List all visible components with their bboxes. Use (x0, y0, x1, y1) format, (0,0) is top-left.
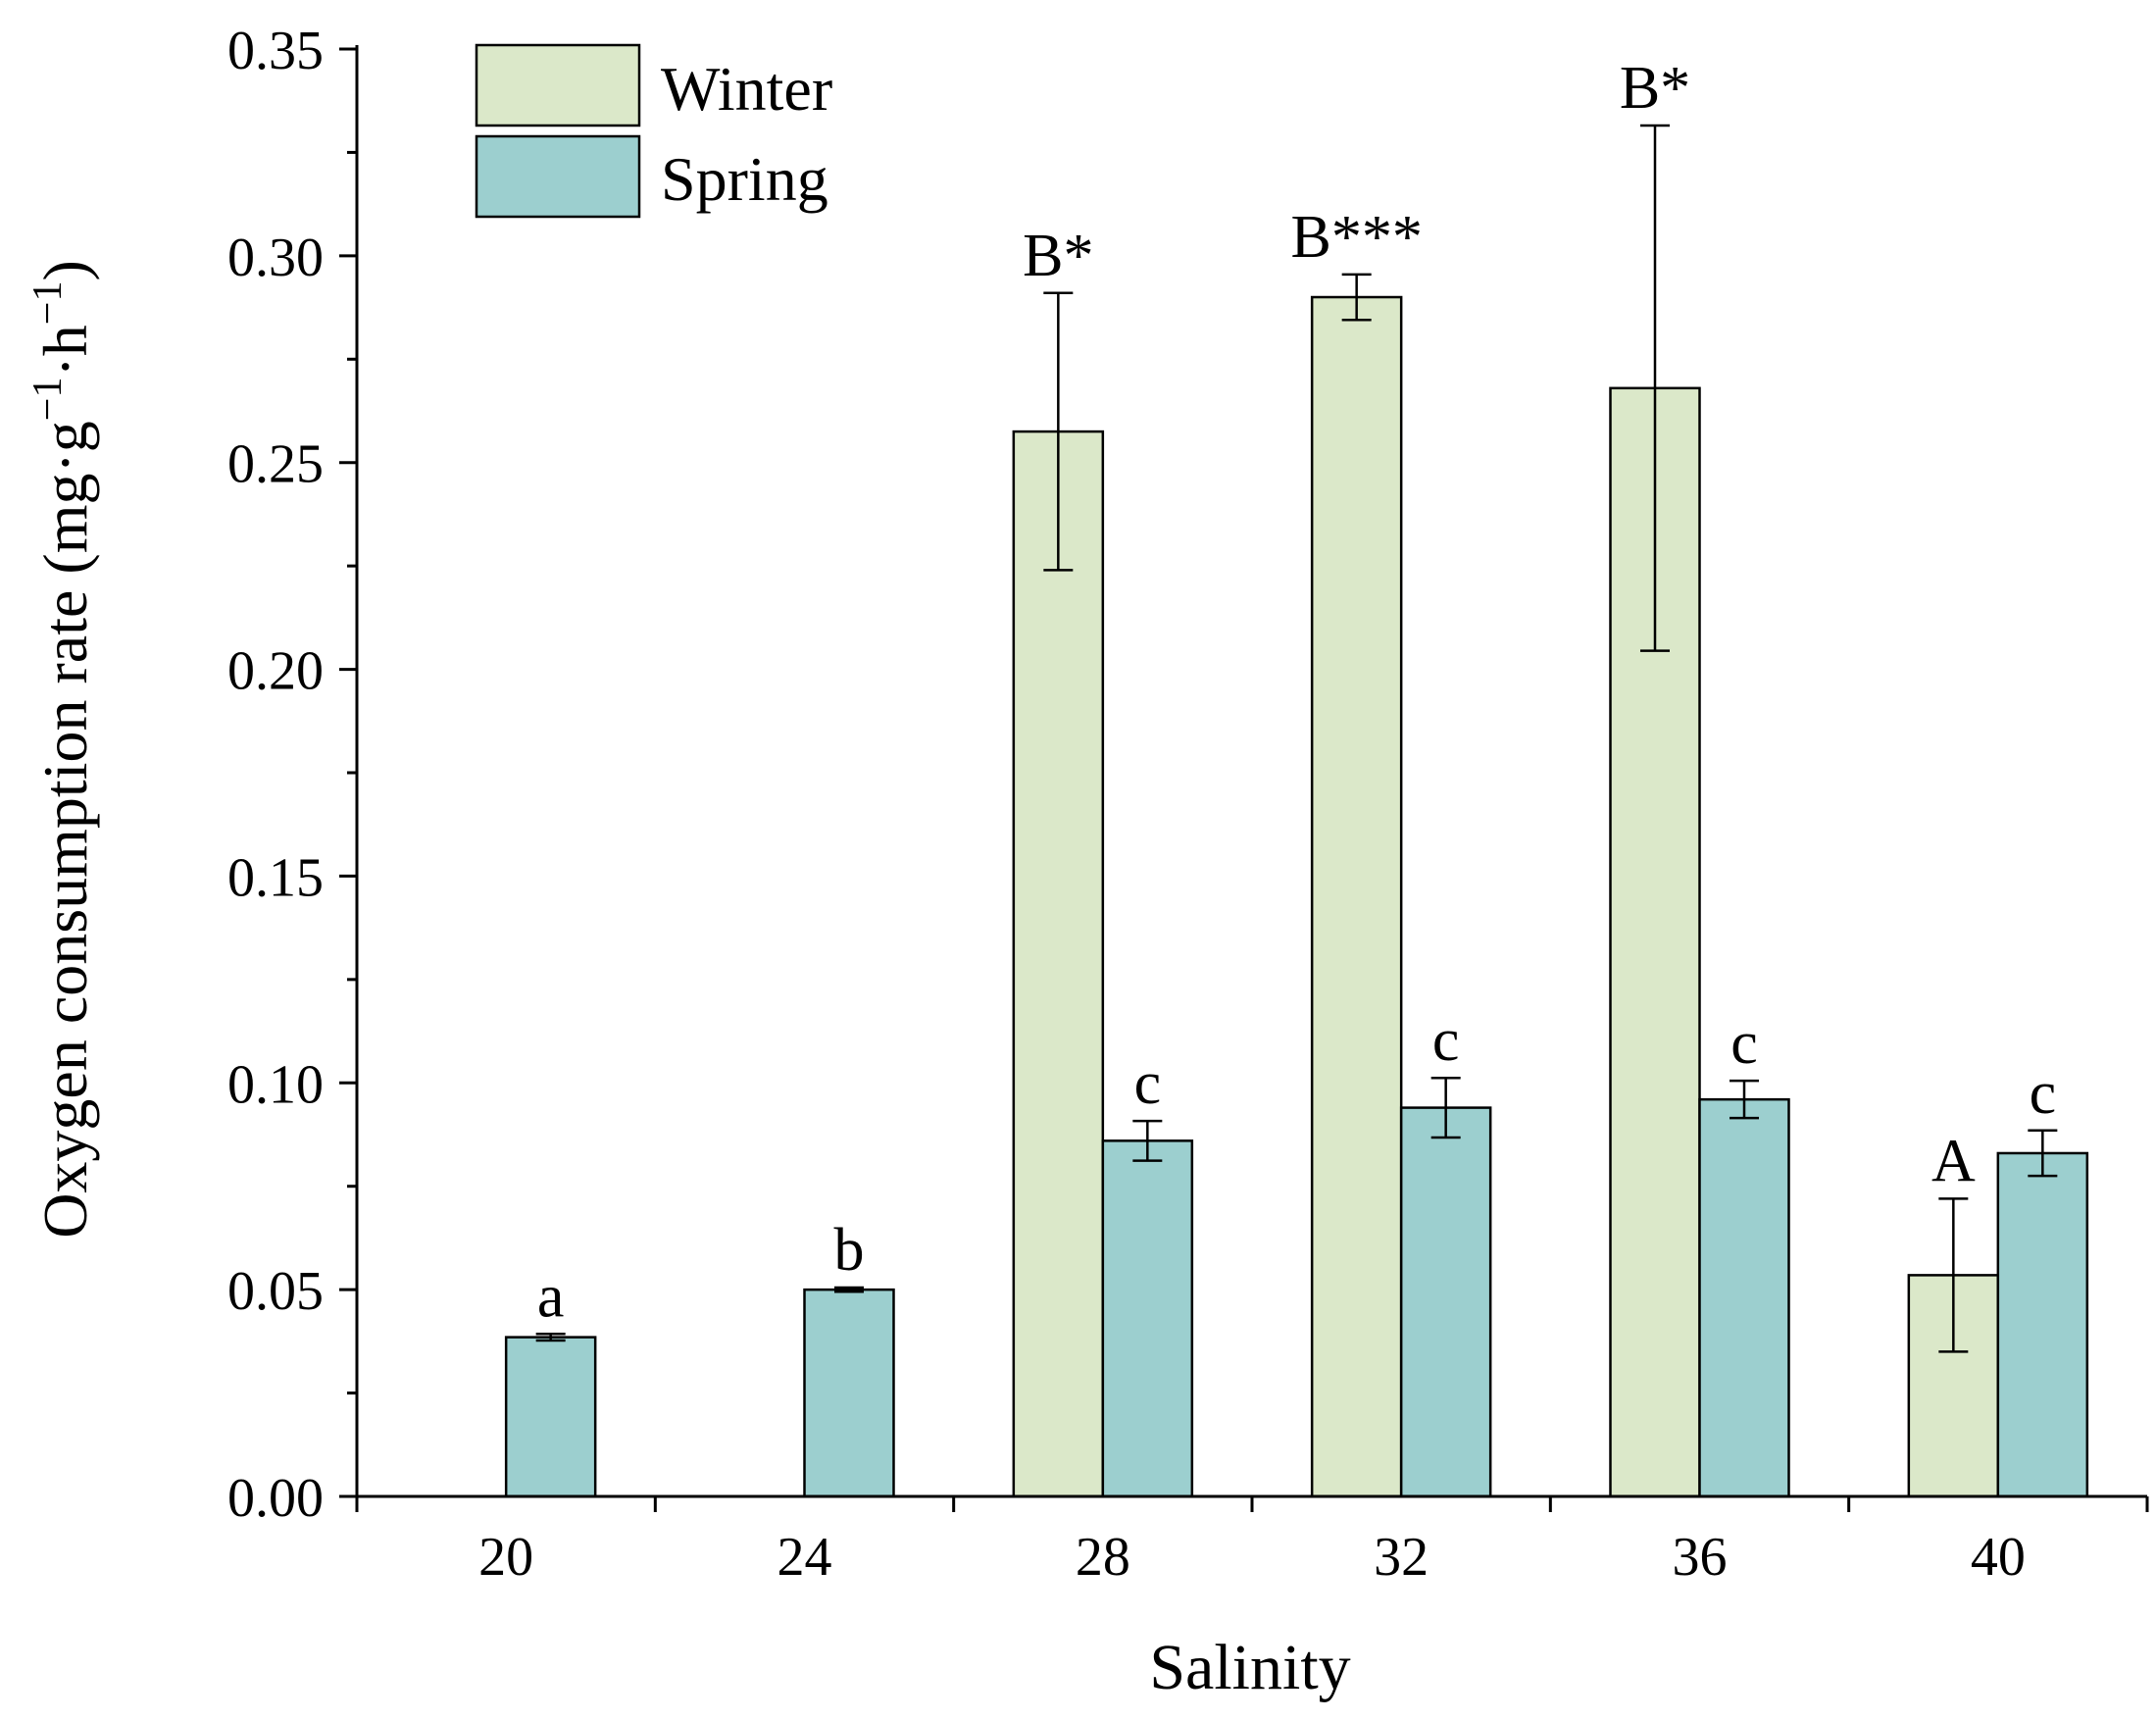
y-axis-title-end: ) (30, 260, 100, 280)
bar-spring-20 (504, 1336, 597, 1498)
data-label-winter-40: A (1931, 1128, 1976, 1194)
bar-spring-24 (803, 1288, 895, 1498)
data-label-winter-32: B*** (1290, 204, 1422, 271)
y-tick-label-0.00: 0.00 (227, 1468, 324, 1529)
x-tick-label-36: 36 (1673, 1527, 1728, 1588)
y-tick-label-0.25: 0.25 (227, 434, 324, 495)
bar-winter-32 (1310, 295, 1403, 1498)
bar-spring-28 (1101, 1139, 1194, 1498)
bar-spring-36 (1698, 1097, 1790, 1498)
y-tick-label-0.35: 0.35 (227, 21, 324, 81)
x-tick-label-32: 32 (1374, 1527, 1429, 1588)
y-axis-title-mid: ·h (30, 325, 100, 377)
legend-swatch-spring (475, 134, 641, 219)
data-label-winter-28: B* (1023, 223, 1093, 289)
legend: Winter Spring (475, 43, 832, 219)
y-tick-label-0.10: 0.10 (227, 1054, 324, 1115)
x-tick-label-28: 28 (1076, 1527, 1130, 1588)
data-label-spring-36: c (1730, 1010, 1758, 1077)
y-axis-title: Oxygen consumption rate (mg·g−1·h−1) (25, 260, 100, 1239)
x-tick-label-40: 40 (1971, 1527, 2026, 1588)
legend-label-winter: Winter (661, 54, 832, 124)
bar-spring-32 (1399, 1106, 1492, 1498)
data-label-spring-28: c (1134, 1050, 1162, 1117)
x-tick-label-24: 24 (777, 1527, 832, 1588)
data-label-spring-24: b (834, 1217, 865, 1284)
y-tick-label-0.05: 0.05 (227, 1261, 324, 1322)
x-tick-label-20: 20 (478, 1527, 533, 1588)
y-axis-title-sup2: −1 (25, 281, 71, 326)
bar-winter-28 (1012, 430, 1105, 1498)
y-tick-label-0.20: 0.20 (227, 641, 324, 702)
data-label-spring-20: a (537, 1263, 565, 1330)
y-axis-title-base: Oxygen consumption rate (mg·g (30, 421, 100, 1239)
y-tick-label-0.15: 0.15 (227, 847, 324, 908)
legend-swatch-winter (475, 43, 641, 127)
data-label-winter-36: B* (1620, 55, 1690, 122)
x-axis-title: Salinity (1149, 1632, 1350, 1703)
bar-spring-40 (1996, 1151, 2089, 1498)
legend-label-spring: Spring (661, 144, 828, 214)
y-axis-title-sup1: −1 (25, 378, 71, 422)
data-label-spring-40: c (2030, 1060, 2057, 1127)
y-tick-label-0.30: 0.30 (227, 228, 324, 288)
data-label-spring-32: c (1432, 1007, 1460, 1074)
